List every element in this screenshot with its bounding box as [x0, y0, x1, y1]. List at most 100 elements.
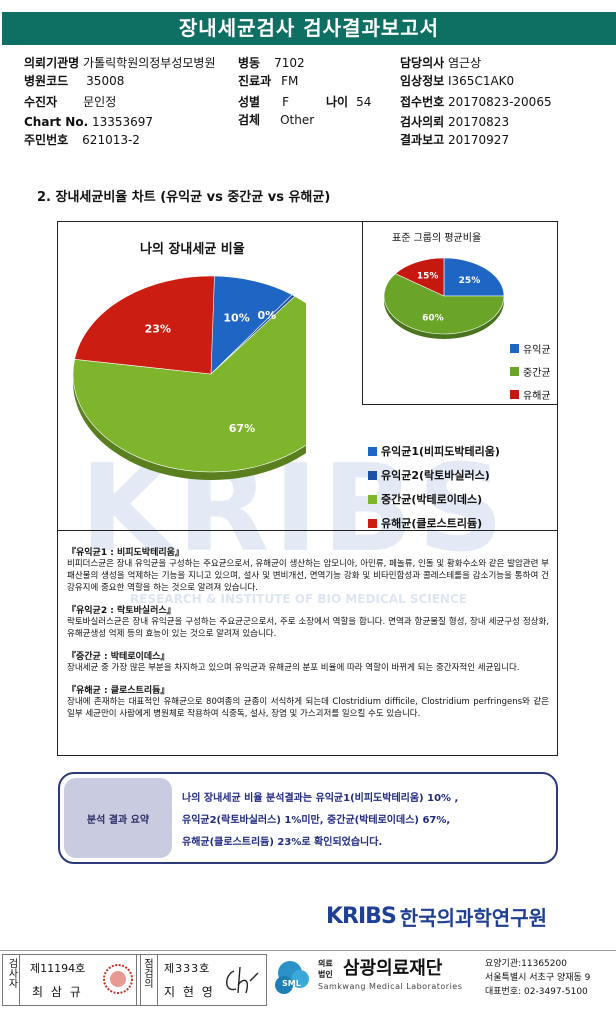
label: 검사의뢰	[400, 115, 445, 129]
sml-logo-text: SML	[282, 979, 301, 988]
reviewer-number: 제333호	[164, 962, 211, 975]
description-body: 비피더스균은 장내 유익균을 구성하는 주요균으로서, 유해균이 생산하는 암모…	[67, 559, 549, 593]
legend-swatch	[510, 367, 519, 376]
section-heading: 2. 장내세균비율 차트 (유익균 vs 중간균 vs 유해균)	[37, 190, 331, 205]
legend-item: 유해균(클로스트리듐)	[368, 515, 500, 531]
pie-data-label: 60%	[422, 314, 444, 324]
standard-pie-chart: 25% 60% 15%	[383, 257, 505, 339]
reviewer-label-text: 점검의	[141, 958, 153, 988]
summary-line: 유익균2(락토바실러스) 1%미만, 중간균(박테로이데스) 67%,	[182, 815, 451, 826]
age: 54	[356, 95, 372, 109]
inspector-number: 제11194호	[30, 962, 86, 975]
description-title: 『중간균 : 박테로이데스』	[67, 652, 170, 662]
inspector-label: 검사자	[2, 954, 20, 1006]
legend-label: 중간균	[523, 368, 551, 379]
request-date: 20170823	[448, 115, 510, 129]
chart-row: Chart No. 13353697	[24, 113, 153, 131]
legend-item: 유해균	[510, 387, 551, 402]
pie-data-label: 67%	[229, 422, 255, 435]
brand-name: 한국의과학연구원	[399, 906, 547, 930]
standard-chart-title: 표준 그룹의 평균비율	[392, 233, 482, 244]
legend-item: 유익균1(비피도박테리움)	[368, 443, 500, 459]
description-item: 『유익균2 : 락토바실러스』 락토바실러스균은 장내 유익균을 구성하는 주요…	[67, 603, 549, 640]
legend-item: 유익균	[510, 341, 551, 356]
reviewer-signature-icon	[226, 966, 259, 994]
org-code: 요양기관:11365200	[485, 959, 567, 969]
legend-swatch	[368, 446, 377, 456]
legend-label: 유익균1(비피도박테리움)	[381, 445, 500, 458]
main-pie-chart: 10% 0% 67% 23%	[72, 275, 306, 480]
label: 성별	[238, 95, 261, 109]
resident-number: 621013-2	[82, 133, 140, 147]
org-name: 삼광의료재단	[343, 958, 443, 979]
clinical-row: 임상정보 I365C1AK0	[400, 72, 514, 90]
patient-name: 문인정	[83, 95, 117, 109]
label: 검체	[238, 113, 261, 127]
pie-data-label: 10%	[223, 312, 249, 325]
label: 주민번호	[24, 133, 69, 147]
org-address: 서울특별시 서초구 양재동 9	[485, 973, 591, 983]
resident-row: 주민번호 621013-2	[24, 131, 140, 149]
request-date-row: 검사의뢰 20170823	[400, 113, 509, 131]
legend-label: 중간균(박테로이데스)	[381, 493, 483, 506]
specimen-row: 검체 Other	[238, 111, 314, 129]
doctor-row: 담당의사 염근상	[400, 54, 481, 72]
pie-slice	[383, 273, 505, 335]
footer	[0, 950, 616, 1011]
label: 의뢰기관명	[24, 56, 80, 70]
patient-row: 수진자 문인정	[24, 93, 116, 111]
sml-logo-icon: SML	[275, 961, 309, 994]
pie-slice	[72, 295, 306, 473]
summary-line: 유해균(클로스트리듐) 23%로 확인되었습니다.	[182, 837, 383, 848]
description-body: 장내세균 중 가장 많은 부분을 차지하고 있으며 유익균과 유해균의 분포 비…	[67, 663, 520, 673]
description-item: 『유해균 : 클로스트리듐』 장내에 존재하는 대표적인 유해균으로 80여종의…	[67, 683, 549, 720]
main-legend: 유익균1(비피도박테리움) 유익균2(락토바실러스) 중간균(박테로이데스) 유…	[368, 443, 500, 531]
legend-swatch	[368, 518, 377, 528]
ward: 7102	[274, 56, 305, 70]
requesting-org: 가톨릭학원의정부성모병원	[83, 56, 216, 70]
label: 진료과	[238, 74, 272, 88]
description-title: 『유익균2 : 락토바실러스』	[67, 606, 176, 616]
pie-data-label: 15%	[417, 272, 439, 282]
summary-line: 나의 장내세균 비율 분석결과는 유익균1(비피도박테리움) 10% ,	[182, 793, 459, 804]
label: 결과보고	[400, 133, 445, 147]
reviewer-label: 점검의	[136, 954, 158, 1006]
reviewer-cell: 제333호 지 현 영	[157, 954, 267, 1006]
description-list: 『유익균1 : 비피도박테리움』 비피더스균은 장내 유익균을 구성하는 주요균…	[67, 545, 549, 720]
label: Chart No.	[24, 115, 89, 129]
label: 병원코드	[24, 74, 69, 88]
description-item: 『유익균1 : 비피도박테리움』 비피더스균은 장내 유익균을 구성하는 주요균…	[67, 545, 549, 594]
clinical-info: I365C1AK0	[448, 74, 515, 88]
org-phone: 대표번호: 02-3497-5100	[485, 987, 588, 997]
pie-slice	[394, 257, 445, 297]
report-title: 장내세균검사 검사결과보고서	[2, 12, 616, 45]
legend-swatch	[510, 344, 519, 353]
label: 병동	[238, 56, 261, 70]
chart-number: 13353697	[91, 115, 154, 129]
sex: F	[282, 95, 289, 109]
hospital-code: 35008	[86, 74, 125, 88]
brand-row: KRIBS 한국의과학연구원	[326, 902, 614, 931]
legend-item: 중간균(박테로이데스)	[368, 491, 500, 507]
summary-text: 나의 장내세균 비율 분석결과는 유익균1(비피도박테리움) 10% , 유익균…	[182, 788, 542, 854]
legend-item: 중간균	[510, 364, 551, 379]
pie-data-label: 23%	[145, 323, 171, 336]
inspector-name: 최 삼 규	[32, 985, 83, 999]
reviewer-name: 지 현 영	[164, 985, 215, 999]
pie-data-label: 25%	[459, 276, 481, 286]
description-title: 『유익균1 : 비피도박테리움』	[67, 548, 184, 558]
inspector-label-text: 검사자	[6, 958, 17, 988]
pie-slice	[74, 275, 215, 375]
description-title: 『유해균 : 클로스트리듐』	[67, 686, 170, 696]
description-panel: 『유익균1 : 비피도박테리움』 비피더스균은 장내 유익균을 구성하는 주요균…	[57, 530, 558, 756]
legend-label: 유익균	[523, 345, 551, 356]
pie-slice	[443, 257, 505, 297]
legend-label: 유해균(클로스트리듐)	[381, 517, 483, 530]
age-row: 나이 54	[326, 93, 371, 111]
org-prefix: 의료법인	[318, 959, 333, 979]
inspector-seal-icon	[103, 964, 133, 994]
summary-label: 분석 결과 요약	[64, 778, 172, 858]
description-item: 『중간균 : 박테로이데스』 장내세균 중 가장 많은 부분을 차지하고 있으며…	[67, 649, 549, 674]
specimen: Other	[280, 113, 315, 127]
org-english-name: Samkwang Medical Laboratories	[318, 982, 463, 991]
